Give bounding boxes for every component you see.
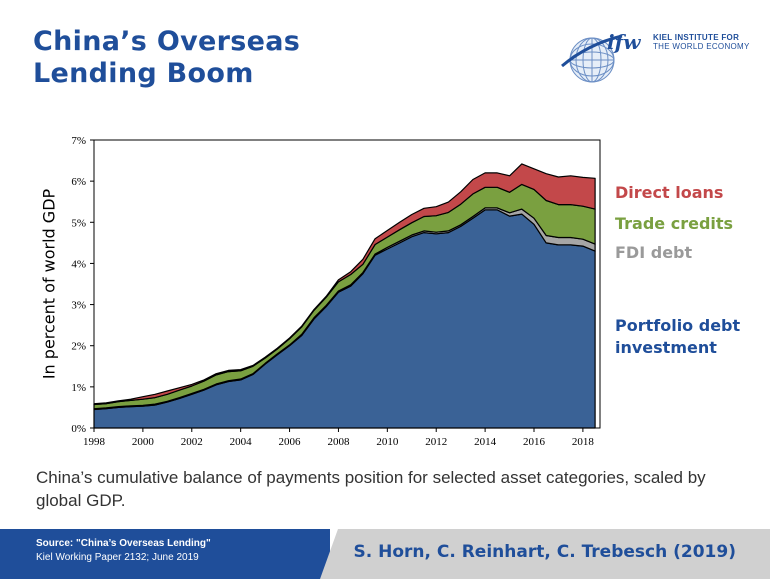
x-tick-label: 2014 bbox=[474, 436, 497, 448]
legend-portfolio-line-2: investment bbox=[615, 338, 717, 357]
area-direct-loans bbox=[93, 163, 596, 406]
footer-source-panel bbox=[0, 529, 330, 579]
y-tick-label: 5% bbox=[71, 217, 86, 229]
stacked-area-chart: 0% 1% 2% 3% 4% 5% 6% 7% 1998 2000 2002 2004 2006 200… bbox=[40, 135, 601, 448]
logo-line-1: KIEL INSTITUTE FOR bbox=[653, 33, 740, 42]
title-line-1: China’s Overseas bbox=[33, 26, 301, 57]
x-tick-label: 2004 bbox=[230, 436, 253, 448]
x-tick-label: 2008 bbox=[327, 436, 350, 448]
plot-frame bbox=[93, 139, 601, 429]
x-tick-label: 1998 bbox=[83, 436, 106, 448]
chart-areas bbox=[93, 163, 596, 429]
y-tick-label: 0% bbox=[71, 423, 86, 435]
source-title: Source: "China’s Overseas Lending" bbox=[36, 538, 211, 549]
page-title: China’s Overseas Lending Boom bbox=[33, 26, 300, 90]
globe-icon bbox=[561, 34, 623, 83]
x-tick-label: 2018 bbox=[572, 436, 595, 448]
x-tick-label: 2016 bbox=[523, 436, 546, 448]
x-axis: 1998 2000 2002 2004 2006 2008 2010 2012 2014 2016… bbox=[83, 428, 594, 448]
x-tick-label: 2010 bbox=[376, 436, 399, 448]
kiel-institute-logo: ifw KIEL INSTITUTE FOR THE WORLD ECONOMY bbox=[560, 20, 750, 90]
y-tick-label: 4% bbox=[71, 258, 86, 270]
chart-caption: China’s cumulative balance of payments p… bbox=[36, 468, 706, 510]
y-axis-label: In percent of world GDP bbox=[40, 188, 59, 379]
y-tick-label: 7% bbox=[71, 135, 86, 147]
y-axis: 0% 1% 2% 3% 4% 5% 6% 7% bbox=[71, 135, 94, 435]
title-line-2: Lending Boom bbox=[33, 58, 254, 89]
x-tick-label: 2006 bbox=[279, 436, 302, 448]
source-subtitle: Kiel Working Paper 2132; June 2019 bbox=[36, 552, 199, 563]
y-tick-label: 2% bbox=[71, 341, 86, 353]
legend-portfolio-line-1: Portfolio debt bbox=[615, 316, 741, 335]
authors-credit: S. Horn, C. Reinhart, C. Trebesch (2019) bbox=[353, 542, 736, 562]
logo-line-2: THE WORLD ECONOMY bbox=[653, 42, 750, 51]
y-tick-label: 3% bbox=[71, 300, 86, 312]
y-tick-label: 1% bbox=[71, 382, 86, 394]
logo-mark: ifw bbox=[607, 30, 641, 54]
logo-text: KIEL INSTITUTE FOR THE WORLD ECONOMY bbox=[653, 33, 750, 51]
legend-trade-credits: Trade credits bbox=[615, 214, 734, 233]
legend-fdi-debt: FDI debt bbox=[615, 243, 693, 262]
legend-portfolio: Portfolio debt investment bbox=[615, 315, 740, 359]
x-tick-label: 2000 bbox=[132, 436, 155, 448]
x-tick-label: 2002 bbox=[181, 436, 203, 448]
legend-direct-loans: Direct loans bbox=[615, 183, 724, 202]
y-tick-label: 6% bbox=[71, 176, 86, 188]
x-tick-label: 2012 bbox=[425, 436, 447, 448]
footer-authors-panel bbox=[320, 529, 770, 579]
